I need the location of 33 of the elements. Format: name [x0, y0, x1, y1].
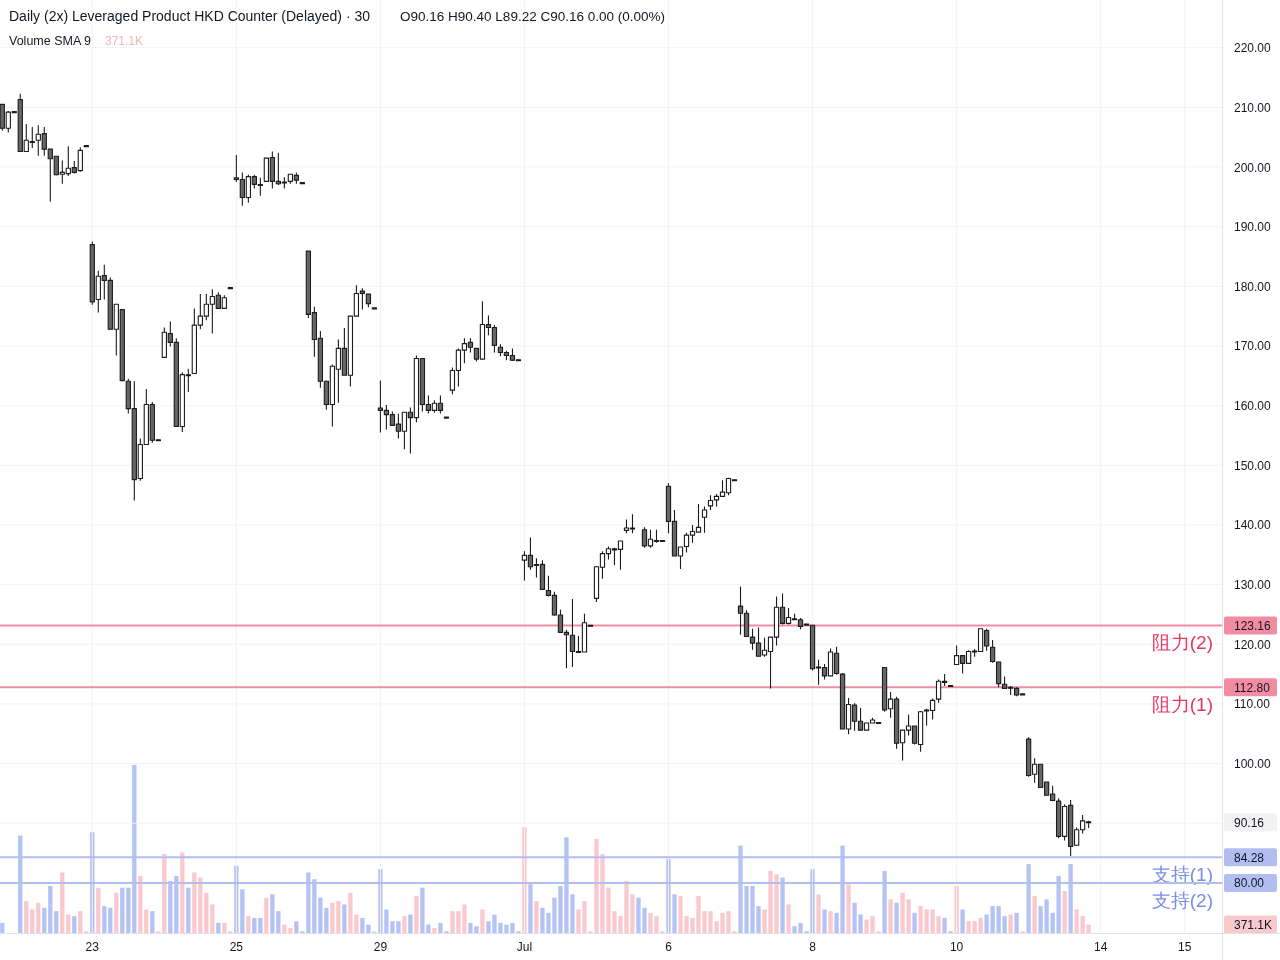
- x-tick-label: 25: [229, 940, 244, 954]
- x-tick-label: 10: [949, 940, 964, 954]
- annotation: O90.16 H90.40 L89.22 C90.16 0.00 (0.00%): [400, 9, 665, 24]
- y-tick-label: 190.00: [1234, 220, 1271, 235]
- x-tick-label: 23: [85, 940, 99, 954]
- ref-label: 支持(2): [1151, 889, 1213, 911]
- y-tick-label: 210.00: [1234, 100, 1271, 115]
- annotation: 371.1K: [105, 34, 144, 48]
- x-tick-label: 15: [1178, 940, 1192, 954]
- ref-label: 阻力(1): [1151, 694, 1213, 716]
- y-tick-label: 140.00: [1234, 518, 1271, 533]
- annotation: 112.80: [1224, 678, 1277, 697]
- y-tick-label: 220.00: [1234, 41, 1271, 56]
- y-tick-label: 150.00: [1234, 458, 1271, 473]
- y-tick-label: 110.00: [1234, 697, 1270, 712]
- x-tick-label: 29: [373, 940, 388, 954]
- y-tick-label: 200.00: [1234, 160, 1271, 175]
- title: Volume SMA 9: [9, 34, 91, 48]
- ref-label: 阻力(2): [1151, 632, 1213, 654]
- y-tick-label: 120.00: [1234, 637, 1271, 652]
- y-tick-label: 100.00: [1234, 757, 1271, 772]
- x-tick-label: 6: [665, 940, 672, 954]
- annotation: 84.28: [1224, 848, 1277, 867]
- y-tick-label: 180.00: [1234, 279, 1271, 294]
- x-tick-label: 8: [809, 940, 816, 954]
- y-tick-label: 130.00: [1234, 578, 1271, 593]
- annotation: 123.16: [1224, 616, 1277, 635]
- y-tick-label: 170.00: [1234, 339, 1271, 354]
- x-tick-label: Jul: [516, 940, 533, 954]
- y-tick-label: 160.00: [1234, 399, 1271, 414]
- annotation: 90.16: [1224, 813, 1277, 832]
- x-tick-label: 14: [1093, 940, 1108, 954]
- title: Daily (2x) Leveraged Product HKD Counter (Delayed) · 30: [9, 8, 371, 24]
